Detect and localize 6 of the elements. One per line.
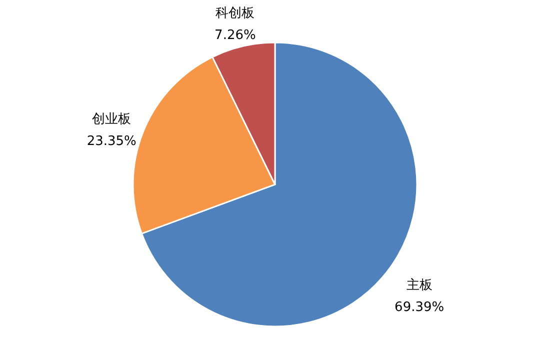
slice-label: 主板 bbox=[406, 277, 432, 294]
slice-label: 科创板 bbox=[216, 6, 255, 22]
data-label: 7.26% bbox=[214, 28, 256, 44]
data-label: 69.39% bbox=[394, 300, 444, 316]
data-label: 23.35% bbox=[86, 134, 136, 150]
slice-label: 创业板 bbox=[92, 112, 132, 128]
